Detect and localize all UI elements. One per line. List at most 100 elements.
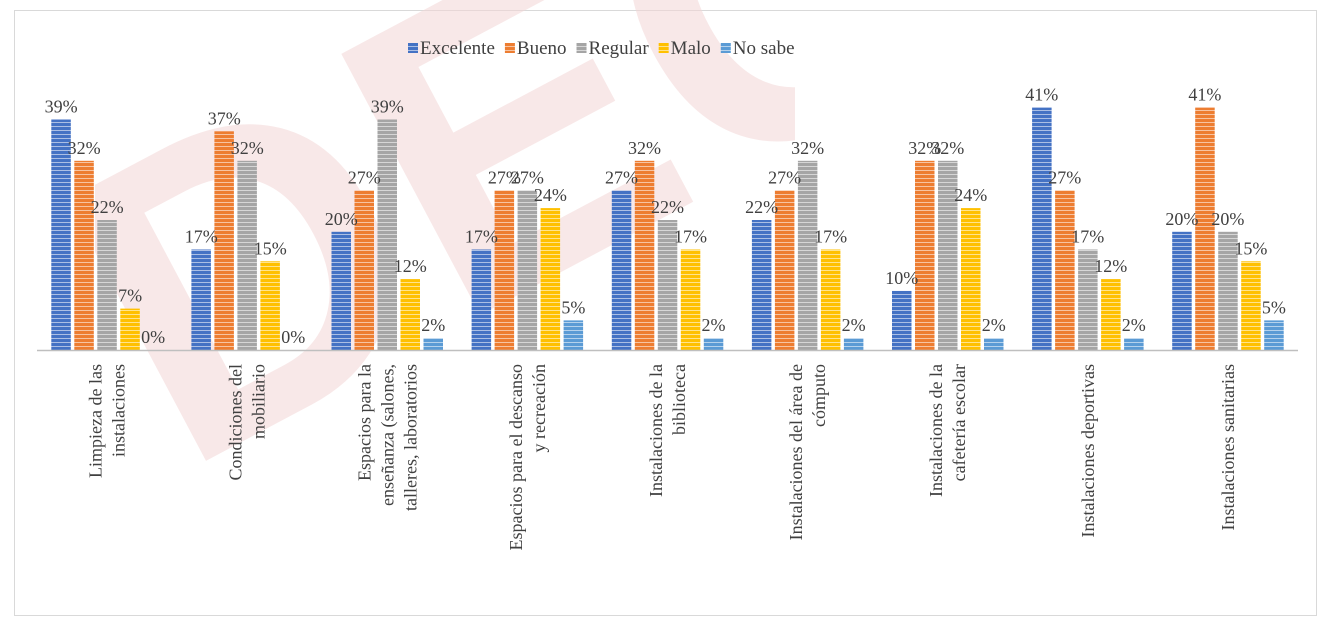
- data-label-malo-1: 7%: [118, 286, 142, 306]
- bar-excelente-7: [892, 290, 912, 350]
- bar-malo-2: [260, 261, 280, 350]
- svg-text:Instalaciones deportivas: Instalaciones deportivas: [1078, 364, 1098, 537]
- data-label-regular-5: 22%: [651, 197, 684, 217]
- bar-no-sabe-6: [843, 338, 864, 350]
- x-tick-label-5: Instalaciones de la biblioteca: [646, 364, 689, 497]
- data-labels: 39% 32% 22% 7% 0% 17% 37% 32% 15% 0% 20% 27% 39% 12% 2…: [45, 85, 1286, 347]
- data-label-bueno-6: 27%: [768, 167, 801, 187]
- bar-malo-5: [680, 249, 701, 350]
- data-label-bueno-1: 32%: [68, 138, 101, 158]
- data-label-bueno-2: 37%: [208, 108, 241, 128]
- x-tick-label-6: Instalaciones del área de cómputo: [786, 364, 829, 540]
- legend-item-excelente: Excelente: [408, 38, 495, 59]
- bar-bueno-8: [1055, 190, 1075, 350]
- svg-text:Espacios para el descanso: Espacios para el descanso: [506, 364, 526, 550]
- data-label-malo-6: 17%: [814, 227, 847, 247]
- data-label-malo-7: 24%: [954, 185, 987, 205]
- legend: Excelente Bueno Regular Malo No sabe: [408, 38, 795, 59]
- bar-excelente-1: [51, 119, 71, 350]
- data-label-bueno-8: 27%: [1048, 167, 1081, 187]
- bar-no-sabe-5: [703, 338, 724, 350]
- data-label-no-sabe-5: 2%: [702, 315, 726, 335]
- svg-text:y recreación: y recreación: [529, 364, 549, 452]
- svg-text:mobiliario: mobiliario: [249, 364, 269, 439]
- data-label-regular-6: 32%: [791, 138, 824, 158]
- legend-item-regular: Regular: [576, 38, 650, 59]
- x-tick-label-2: Condiciones del mobiliario: [226, 364, 269, 480]
- data-label-excelente-3: 20%: [325, 209, 358, 229]
- bar-regular-3: [377, 119, 397, 350]
- bar-no-sabe-3: [423, 338, 443, 350]
- bar-malo-1: [120, 308, 140, 350]
- svg-text:Instalaciones de la: Instalaciones de la: [646, 364, 666, 497]
- bar-regular-8: [1078, 249, 1098, 350]
- legend-item-bueno: Bueno: [504, 38, 567, 59]
- data-label-bueno-7: 32%: [908, 138, 941, 158]
- legend-label-regular: Regular: [589, 38, 650, 59]
- bar-malo-7: [961, 208, 981, 350]
- data-label-no-sabe-6: 2%: [842, 315, 866, 335]
- svg-text:Espacios para la: Espacios para la: [354, 364, 374, 481]
- data-label-excelente-1: 39%: [45, 97, 78, 117]
- bar-excelente-2: [191, 249, 211, 350]
- data-label-malo-8: 12%: [1094, 256, 1127, 276]
- legend-item-malo: Malo: [658, 38, 711, 59]
- x-tick-label-4: Espacios para el descanso y recreación: [506, 364, 549, 550]
- data-label-regular-2: 32%: [231, 138, 264, 158]
- svg-text:biblioteca: biblioteca: [669, 364, 689, 435]
- bar-bueno-5: [634, 160, 655, 350]
- data-label-bueno-3: 27%: [348, 167, 381, 187]
- bar-malo-3: [400, 279, 420, 350]
- bar-no-sabe-7: [984, 338, 1004, 350]
- data-label-no-sabe-2: 0%: [281, 327, 305, 347]
- data-label-malo-2: 15%: [254, 238, 287, 258]
- bar-excelente-8: [1032, 107, 1052, 350]
- bar-regular-9: [1218, 231, 1238, 350]
- svg-text:Instalaciones de la: Instalaciones de la: [926, 364, 946, 497]
- bar-regular-7: [938, 160, 958, 350]
- x-tick-label-9: Instalaciones sanitarias: [1218, 364, 1238, 530]
- data-label-excelente-7: 10%: [885, 268, 918, 288]
- legend-swatch-excelente: [408, 43, 418, 53]
- bar-no-sabe-4: [563, 320, 584, 350]
- bar-excelente-4: [471, 249, 492, 350]
- data-label-malo-5: 17%: [674, 227, 707, 247]
- legend-label-excelente: Excelente: [420, 38, 495, 59]
- data-label-malo-4: 24%: [534, 185, 567, 205]
- chart-frame: DEG Excelente Bueno Regular Malo No sabe 39%…: [14, 0, 1317, 616]
- bar-regular-6: [797, 160, 818, 350]
- bar-regular-5: [657, 220, 678, 350]
- data-label-malo-9: 15%: [1234, 238, 1267, 258]
- legend-item-no-sabe: No sabe: [720, 38, 795, 59]
- bar-bueno-7: [915, 160, 935, 350]
- bar-malo-9: [1241, 261, 1261, 350]
- data-label-regular-8: 17%: [1071, 227, 1104, 247]
- svg-text:Instalaciones del área de: Instalaciones del área de: [786, 364, 806, 540]
- data-label-no-sabe-7: 2%: [982, 315, 1006, 335]
- legend-label-no-sabe: No sabe: [733, 38, 795, 59]
- bar-excelente-5: [611, 190, 632, 350]
- data-label-malo-3: 12%: [394, 256, 427, 276]
- legend-label-bueno: Bueno: [517, 38, 567, 59]
- legend-swatch-regular: [576, 43, 587, 53]
- data-label-no-sabe-1: 0%: [141, 327, 165, 347]
- legend-swatch-bueno: [504, 43, 515, 53]
- bar-regular-2: [237, 160, 257, 350]
- bar-bueno-6: [774, 190, 795, 350]
- data-label-no-sabe-3: 2%: [421, 315, 445, 335]
- bar-regular-4: [517, 190, 538, 350]
- svg-text:talleres, laboratorios: talleres, laboratorios: [400, 364, 420, 511]
- data-label-no-sabe-4: 5%: [561, 297, 585, 317]
- bar-regular-1: [97, 220, 117, 350]
- bars: [51, 107, 1284, 350]
- x-axis-tick-labels: Limpieza de las instalaciones Condiciones …: [86, 364, 1238, 550]
- data-label-no-sabe-8: 2%: [1122, 315, 1146, 335]
- data-label-excelente-4: 17%: [465, 227, 498, 247]
- data-label-regular-9: 20%: [1211, 209, 1244, 229]
- legend-swatch-no-sabe: [720, 43, 731, 53]
- data-label-excelente-6: 22%: [745, 197, 778, 217]
- x-tick-label-7: Instalaciones de la cafetería escolar: [926, 364, 969, 497]
- svg-text:enseñanza (salones,: enseñanza (salones,: [377, 364, 398, 506]
- bar-malo-4: [540, 208, 561, 350]
- bar-bueno-9: [1195, 107, 1215, 350]
